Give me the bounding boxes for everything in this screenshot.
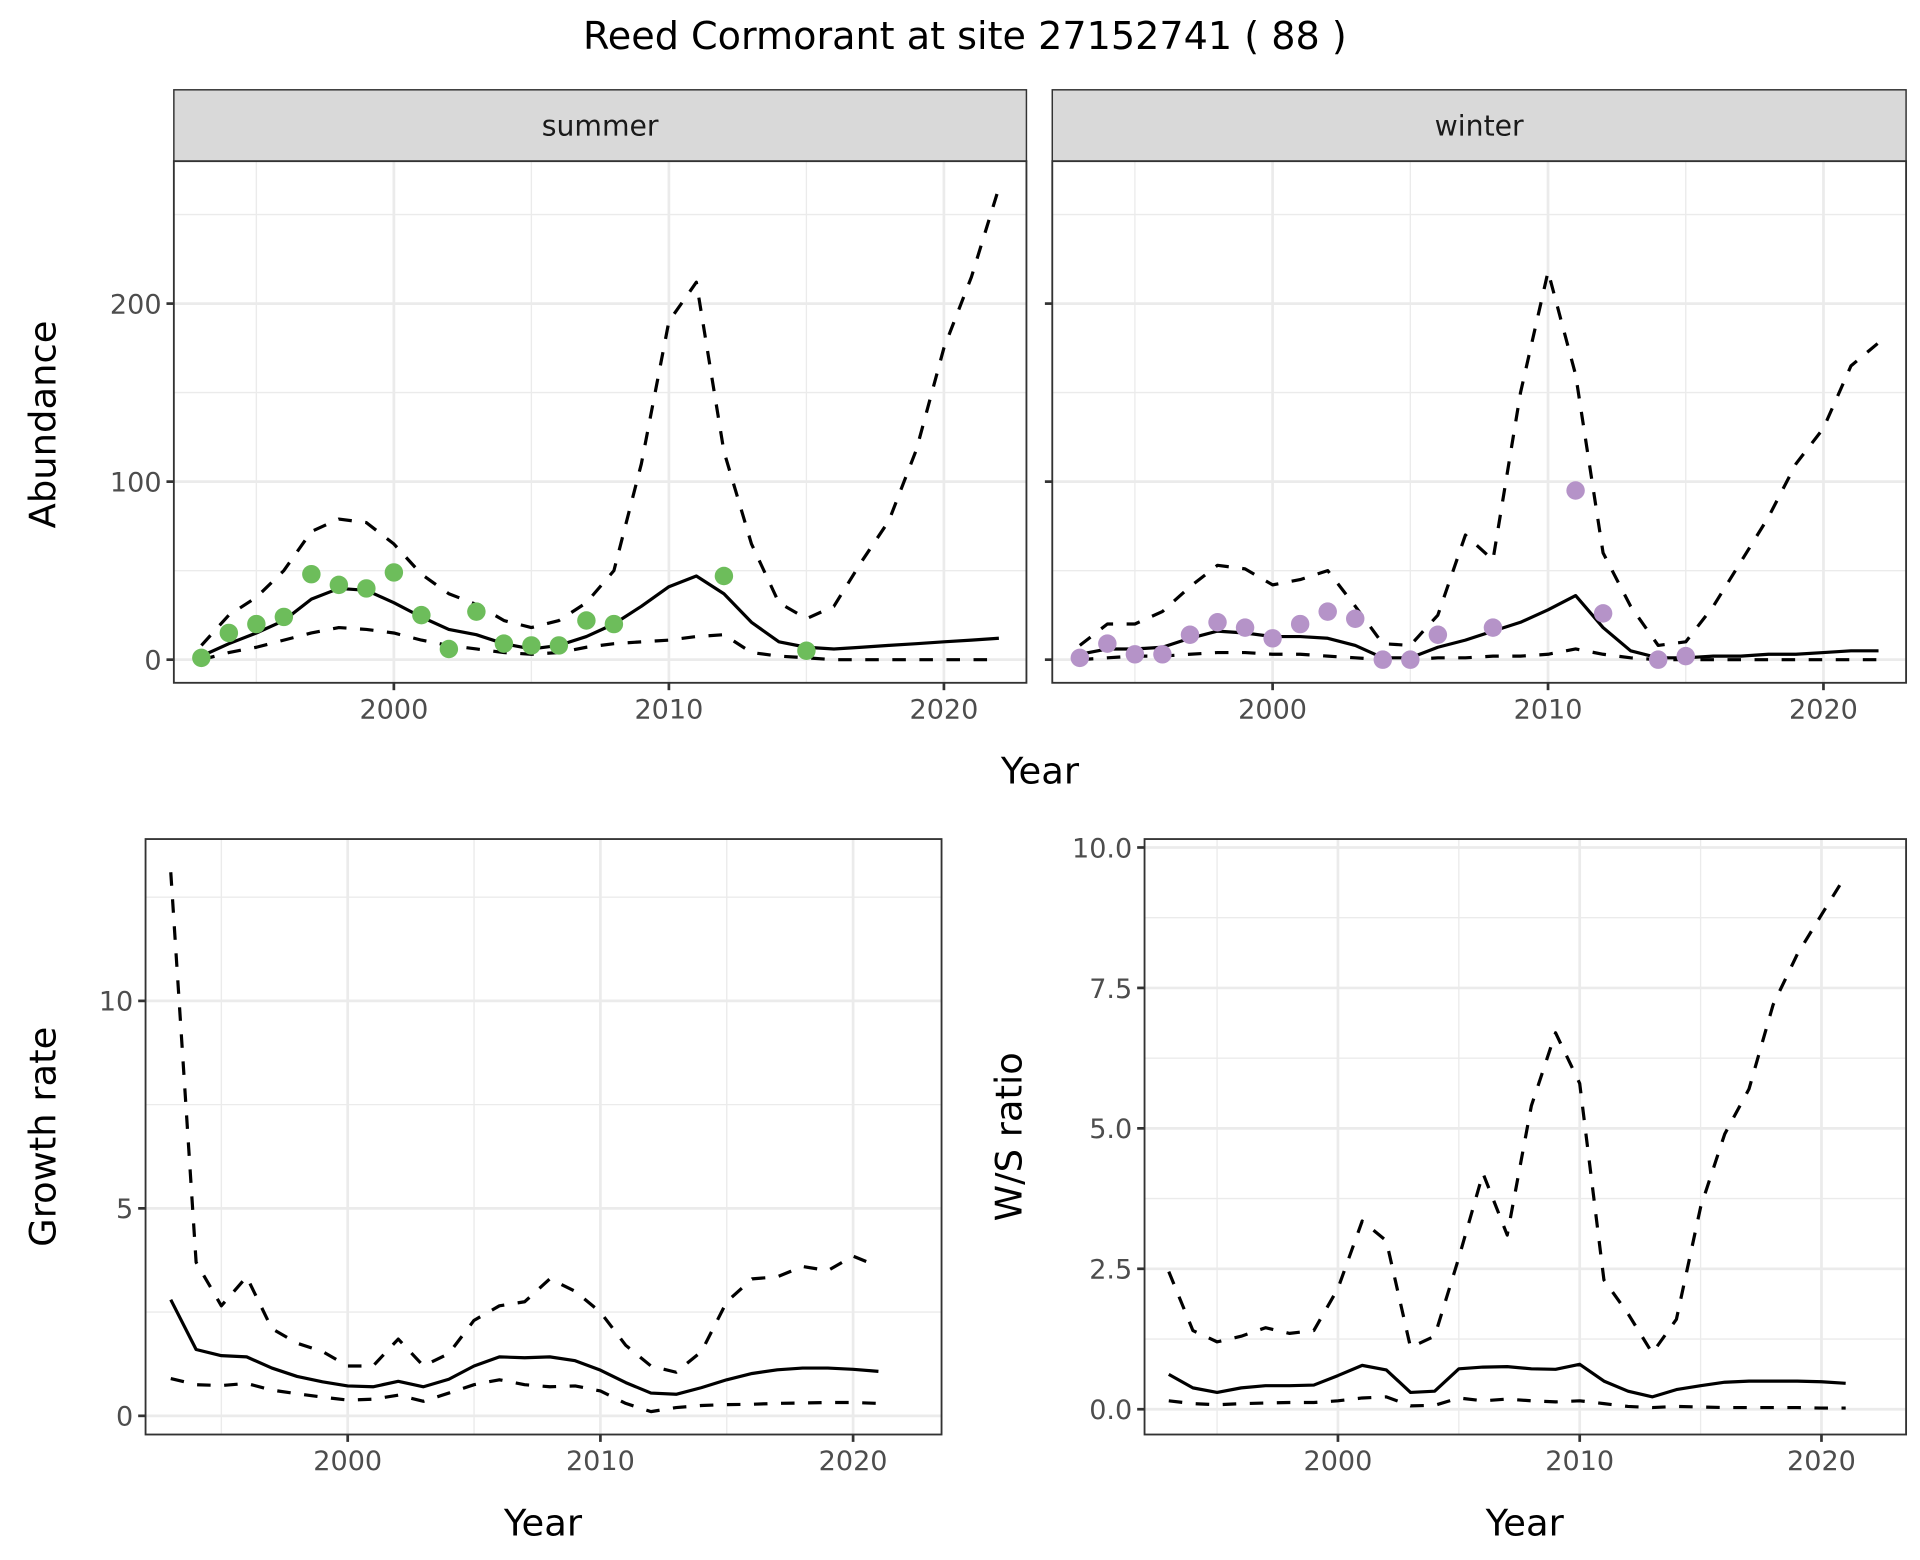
y-tick-label: 200 (110, 289, 162, 320)
observed-point (357, 579, 376, 598)
figure-title: Reed Cormorant at site 27152741 ( 88 ) (583, 14, 1347, 58)
y-tick-label: 10.0 (1072, 833, 1132, 864)
observed-point (412, 605, 431, 625)
series-line-upper (1167, 874, 1848, 1355)
x-axis-title-growth: Year (503, 1501, 583, 1544)
observed-point (1290, 614, 1310, 634)
observed-point (1180, 625, 1200, 644)
observed-point (247, 614, 266, 634)
observed-point (1070, 648, 1090, 668)
observed-point (522, 636, 541, 655)
x-tick-label: 2020 (1787, 1446, 1856, 1477)
observed-point (1318, 602, 1337, 621)
observed-point (329, 575, 349, 595)
panel-border (172, 160, 1028, 684)
x-axis-title-abundance: Year (1000, 750, 1080, 793)
observed-point (1263, 629, 1282, 648)
observed-point (1235, 618, 1255, 637)
observed-point (1346, 609, 1365, 628)
series-line-upper (1078, 269, 1880, 648)
observed-point (1208, 613, 1227, 632)
observed-point (439, 639, 459, 659)
series-line-upper (200, 187, 1001, 647)
series-line-upper (169, 872, 880, 1374)
x-tick-label: 2000 (359, 694, 428, 725)
observed-point (192, 648, 211, 668)
y-tick-label: 100 (110, 467, 162, 498)
series-line-lower (201, 625, 999, 662)
observed-point (384, 563, 404, 582)
observed-point (1428, 625, 1448, 644)
x-axis-title-ws: Year (1485, 1501, 1565, 1544)
observed-point (302, 564, 321, 584)
panel-border (144, 838, 943, 1436)
y-tick-label: 7.5 (1089, 974, 1132, 1005)
observed-point (577, 611, 596, 630)
facet-strip-winter (1051, 89, 1907, 162)
observed-point (467, 602, 486, 621)
x-tick-label: 2020 (819, 1446, 888, 1477)
observed-point (1125, 645, 1145, 664)
series-line-mean (1167, 1362, 1846, 1399)
panel-growth-rate: 2000 2010 2020 0 5 10 (99, 838, 943, 1477)
panel-abundance-summer: summer 2000 2010 2020 0 100 200 (110, 89, 1028, 725)
x-tick-label: 2000 (313, 1446, 382, 1477)
y-tick-label: 5.0 (1089, 1114, 1132, 1145)
observed-point (1648, 650, 1668, 669)
y-axis-title-abundance: Abundance (22, 321, 65, 529)
observed-point (494, 634, 514, 653)
x-tick-label: 2000 (1304, 1446, 1373, 1477)
observed-point (1153, 645, 1172, 664)
x-tick-label: 2000 (1238, 694, 1307, 725)
observed-point (1676, 646, 1695, 666)
observed-point (714, 566, 734, 586)
series-line-mean (1079, 593, 1879, 660)
facet-strip-summer (173, 89, 1028, 162)
observed-point (797, 641, 816, 660)
x-tick-label: 2010 (1514, 694, 1583, 725)
x-tick-label: 2020 (1789, 694, 1858, 725)
panel-abundance-winter: winter 2000 2010 2020 (1044, 89, 1908, 725)
observed-point (604, 614, 624, 634)
series-line-lower (1168, 1395, 1846, 1410)
y-tick-label: 0.0 (1089, 1395, 1132, 1426)
x-tick-label: 2010 (1545, 1446, 1614, 1477)
series-line-mean (169, 1298, 879, 1396)
facet-label-winter: winter (1435, 109, 1524, 142)
y-tick-label: 2.5 (1089, 1255, 1132, 1286)
panel-ws-ratio: 2000 2010 2020 0.0 2.5 5.0 7.5 10.0 (1072, 833, 1908, 1477)
y-tick-label: 0 (144, 646, 161, 677)
y-axis-title-ws: W/S ratio (988, 1052, 1031, 1221)
y-tick-label: 10 (99, 987, 133, 1018)
observed-point (1593, 604, 1613, 623)
panel-border (1051, 160, 1908, 684)
x-tick-label: 2010 (634, 694, 703, 725)
observed-point (1566, 481, 1585, 500)
observed-point (219, 623, 239, 643)
x-tick-label: 2010 (566, 1446, 635, 1477)
y-tick-label: 5 (116, 1194, 133, 1225)
observed-point (1483, 618, 1503, 637)
observed-point (274, 607, 294, 627)
panel-border (1143, 838, 1908, 1436)
y-axis-title-growth: Growth rate (22, 1027, 65, 1247)
observed-point (1373, 650, 1393, 669)
x-tick-label: 2020 (910, 694, 979, 725)
facet-label-summer: summer (542, 109, 659, 142)
observed-point (549, 636, 569, 655)
y-tick-label: 0 (116, 1402, 133, 1433)
observed-point (1098, 634, 1117, 653)
series-line-lower (170, 1376, 879, 1414)
observed-point (1401, 650, 1420, 669)
